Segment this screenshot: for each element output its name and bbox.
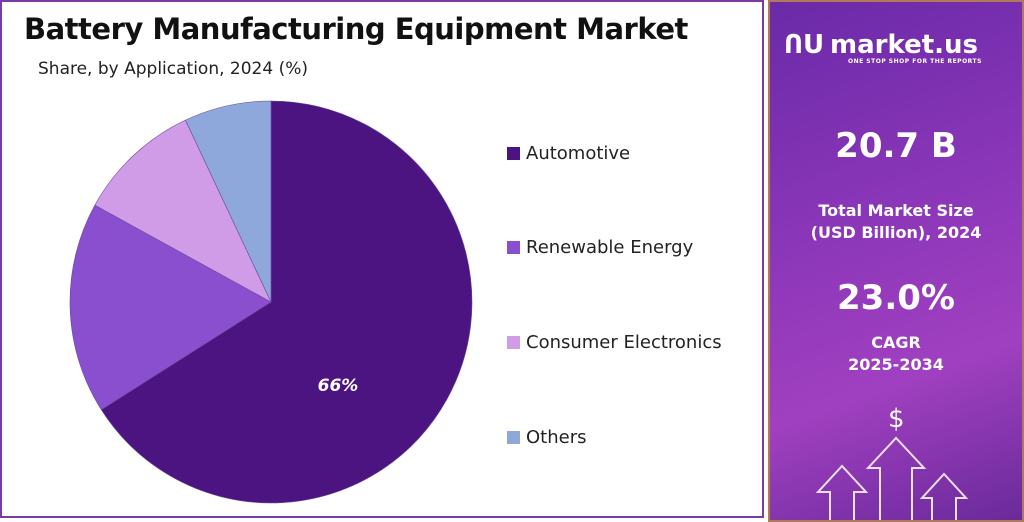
growth-arrows-icon: [815, 436, 969, 520]
legend-swatch: [507, 147, 520, 160]
brand-tagline: ONE STOP SHOP FOR THE REPORTS: [848, 58, 982, 65]
legend-swatch: [507, 241, 520, 254]
dollar-icon: $: [888, 404, 905, 434]
cagr-label: CAGR: [871, 333, 921, 352]
market-size-unit: (USD Billion), 2024: [810, 223, 982, 242]
legend-item: Automotive: [507, 143, 630, 164]
cagr-value: 23.0%: [837, 278, 955, 318]
pie-slice-renewable-energy: [69, 204, 272, 411]
legend-label: Automotive: [526, 143, 631, 164]
pie-chart: 66%: [69, 100, 473, 504]
legend-swatch: [507, 431, 520, 444]
legend-label: Others: [526, 427, 587, 448]
chart-subtitle: Share, by Application, 2024 (%): [38, 59, 308, 79]
pie-slice-automotive: [100, 100, 473, 504]
chart-title: Battery Manufacturing Equipment Market: [24, 12, 688, 46]
brand-name: market.us: [830, 30, 978, 60]
pie-slice-consumer-electronics: [94, 119, 272, 303]
legend-item: Renewable Energy: [507, 237, 693, 258]
market-size-value: 20.7 B: [835, 126, 957, 166]
legend-label: Renewable Energy: [526, 237, 694, 258]
chart-panel: Battery Manufacturing Equipment Market S…: [0, 0, 764, 518]
market-size-label: Total Market Size: [818, 201, 974, 220]
cagr-period: 2025-2034: [848, 355, 944, 374]
brand-logo: ՈՍ market.us: [784, 30, 978, 60]
legend-label: Consumer Electronics: [526, 332, 722, 353]
legend-item: Consumer Electronics: [507, 332, 722, 353]
data-label: 66%: [318, 376, 359, 396]
pie-slice-others: [185, 100, 272, 303]
summary-panel: ՈՍ market.us ONE STOP SHOP FOR THE REPOR…: [768, 0, 1024, 522]
logo-icon: ՈՍ: [784, 30, 823, 60]
legend-item: Others: [507, 427, 587, 448]
legend-swatch: [507, 336, 520, 349]
